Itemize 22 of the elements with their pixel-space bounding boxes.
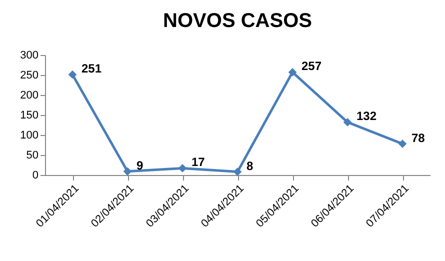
point [68, 70, 77, 79]
data-label: 9 [136, 158, 144, 172]
data-label: 78 [412, 130, 426, 145]
point [178, 164, 187, 172]
y-tick-label: 200 [20, 90, 38, 102]
y-tick-label: 50 [26, 150, 38, 162]
point [123, 167, 132, 176]
y-tick-label: 150 [20, 110, 38, 122]
data-label: 8 [246, 158, 254, 173]
point [288, 68, 297, 76]
chart-title: NOVOS CASOS [163, 10, 312, 32]
y-tick-label: 300 [20, 50, 38, 62]
data-label: 132 [356, 109, 377, 124]
y-tick-label: 100 [20, 130, 38, 142]
y-tick-label: 0 [32, 170, 38, 182]
point [343, 118, 352, 126]
y-tick-label: 250 [20, 70, 38, 82]
point [398, 140, 407, 148]
data-label: 17 [192, 155, 206, 170]
point [233, 168, 242, 176]
data-label: 257 [302, 59, 322, 74]
data-label: 251 [82, 62, 102, 76]
